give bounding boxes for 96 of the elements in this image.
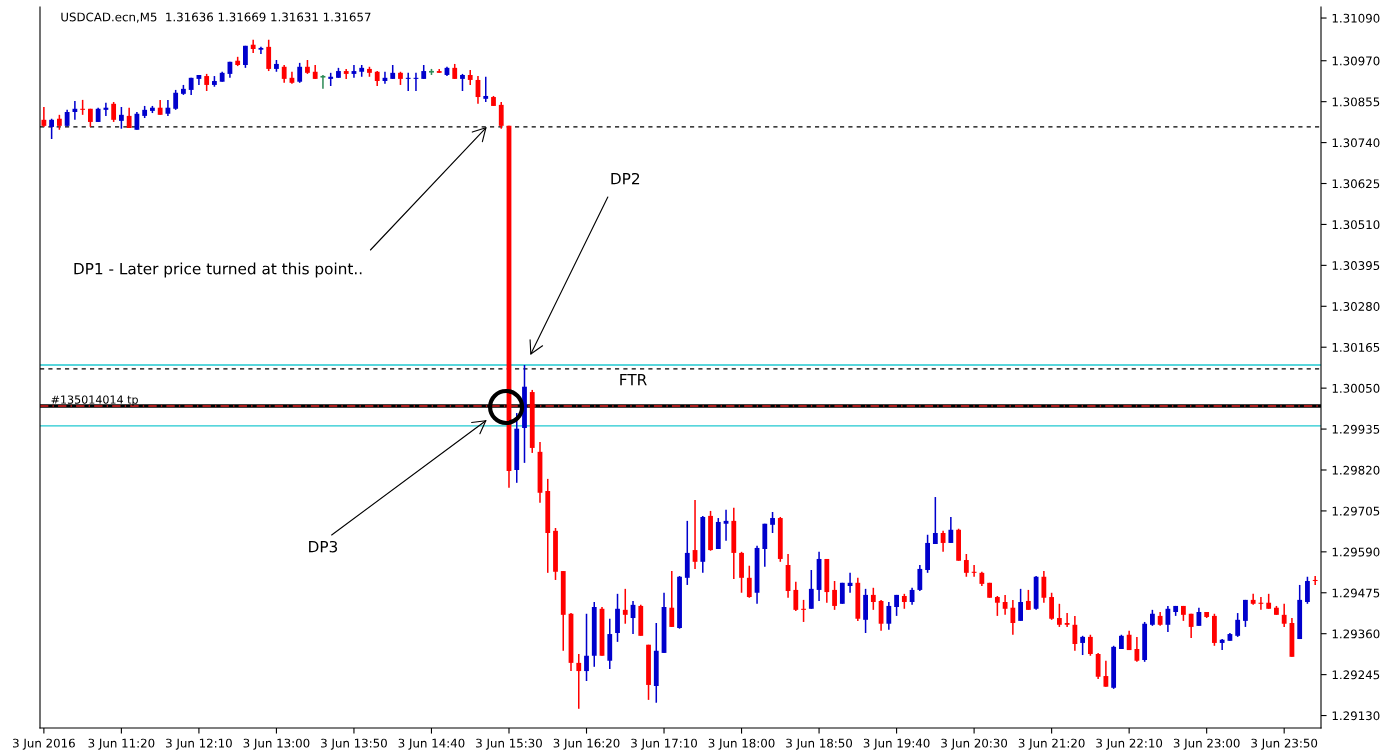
candlestick: [41, 106, 47, 128]
x-tick-label: 3 Jun 13:50: [321, 738, 387, 750]
candlestick: [1281, 603, 1287, 628]
candlestick: [870, 587, 876, 611]
y-tick-label: 1.30395: [1332, 261, 1380, 271]
x-tick-label: 3 Jun 21:20: [1018, 738, 1085, 750]
y-tick-label: 1.29590: [1332, 547, 1380, 557]
candlestick: [111, 101, 117, 123]
candlestick: [1080, 635, 1086, 656]
x-tick-label: 3 Jun 14:40: [398, 738, 465, 750]
candlestick: [319, 74, 327, 90]
ref-line-label: DP1 - Later price turned at this point..: [74, 262, 362, 278]
y-tick-label: 1.31090: [1332, 13, 1380, 23]
candlestick: [498, 101, 504, 130]
annotation: DP3: [309, 540, 338, 553]
candlestick: [1165, 605, 1171, 633]
x-tick-label: 3 Jun 23:00: [1173, 738, 1240, 750]
candlestick: [118, 106, 124, 130]
x-tick-label: 3 Jun 17:10: [631, 738, 697, 750]
candlestick: [343, 68, 349, 80]
candlestick: [1235, 612, 1241, 638]
ref-line-label: #135014014 tp: [51, 395, 138, 406]
x-tick-label: 3 Jun 23:50: [1251, 738, 1318, 750]
candlestick: [770, 511, 775, 534]
candlestick: [808, 569, 814, 610]
candlestick: [948, 516, 954, 544]
candlestick: [405, 72, 411, 92]
candlestick: [1188, 612, 1194, 639]
y-tick-label: 1.30855: [1332, 97, 1380, 107]
candlestick: [1018, 588, 1024, 622]
y-tick-label: 1.29705: [1332, 506, 1380, 516]
y-tick-label: 1.29820: [1332, 465, 1380, 475]
candlestick: [1010, 599, 1016, 636]
y-tick-label: 1.30280: [1332, 302, 1380, 311]
x-tick-label: 3 Jun 11:20: [88, 738, 155, 750]
y-tick-label: 1.29245: [1332, 670, 1380, 680]
candlestick: [994, 595, 1000, 617]
candlestick: [1243, 599, 1248, 628]
x-tick-label: 3 Jun 22:10: [1096, 738, 1163, 750]
candlestick: [669, 570, 675, 628]
candlestick: [832, 580, 837, 611]
candlestick: [793, 580, 799, 612]
candlestick: [483, 75, 489, 103]
y-tick-label: 1.30970: [1332, 56, 1380, 66]
chart-title: USDCAD.ecn,M5 1.31636 1.31669 1.31631 1.31657: [61, 12, 371, 23]
candlestick: [1103, 659, 1109, 688]
candlestick: [103, 101, 109, 117]
candlestick: [1064, 612, 1070, 628]
y-tick-label: 1.29360: [1332, 629, 1380, 639]
candlestick: [297, 62, 303, 84]
candlestick: [1312, 575, 1318, 586]
y-tick-label: 1.30050: [1332, 383, 1380, 393]
candlestick: [1041, 570, 1047, 604]
x-tick-label: 3 Jun 15:30: [476, 738, 542, 750]
candlestick: [1072, 615, 1078, 652]
x-tick-label: 3 Jun 2016: [13, 738, 75, 750]
candlestick: [1219, 638, 1225, 651]
y-tick-label: 1.29935: [1332, 424, 1380, 434]
y-tick-label: 1.29130: [1332, 711, 1380, 721]
candlestick: [1025, 589, 1031, 611]
candlestick: [1056, 603, 1062, 628]
x-tick-label: 3 Jun 19:40: [863, 738, 930, 750]
candlestick: [1087, 633, 1093, 657]
y-tick-label: 1.30510: [1332, 220, 1380, 230]
candlestick: [886, 601, 892, 631]
x-tick-label: 3 Jun 18:50: [786, 738, 853, 750]
y-tick-label: 1.30165: [1332, 342, 1380, 352]
x-tick-label: 3 Jun 18:00: [708, 738, 775, 750]
y-tick-label: 1.30625: [1332, 179, 1380, 189]
candlestick: [584, 612, 589, 682]
x-tick-label: 3 Jun 20:30: [941, 738, 1008, 750]
candlestick: [746, 564, 752, 599]
candlestick: [1095, 652, 1101, 680]
annotation: FTR: [620, 374, 647, 386]
x-tick-label: 3 Jun 13:00: [243, 738, 310, 750]
candlestick: [173, 89, 179, 111]
annotation: DP2: [611, 172, 640, 185]
y-tick-label: 1.30740: [1332, 138, 1380, 148]
x-tick-label: 3 Jun 12:10: [166, 738, 232, 750]
candlestick: [1305, 575, 1310, 605]
candlestick: [1002, 594, 1008, 616]
x-tick-label: 3 Jun 16:20: [553, 738, 620, 750]
candlestick: [971, 564, 977, 578]
y-tick-label: 1.29475: [1332, 588, 1380, 598]
candlestick: [801, 599, 806, 623]
candlestick: [72, 100, 78, 121]
candlestick: [250, 38, 256, 54]
candlestick: [917, 564, 923, 592]
candlestick: [1049, 592, 1055, 621]
candlestick: [1134, 636, 1140, 663]
candlestick: [266, 38, 272, 72]
candlestick: [963, 553, 969, 578]
candlestick: [932, 496, 938, 545]
candlestick: [576, 653, 582, 710]
candlestick: [622, 588, 628, 625]
candlestick: [49, 117, 55, 140]
